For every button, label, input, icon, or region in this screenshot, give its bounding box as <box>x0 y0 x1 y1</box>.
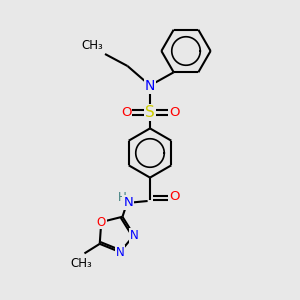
Text: O: O <box>169 190 179 203</box>
Text: N: N <box>145 79 155 92</box>
Text: H: H <box>117 190 126 204</box>
Text: O: O <box>121 106 131 119</box>
Text: CH₃: CH₃ <box>70 257 92 270</box>
Text: N: N <box>124 196 133 209</box>
Text: N: N <box>130 229 138 242</box>
Text: O: O <box>169 106 179 119</box>
Text: S: S <box>145 105 155 120</box>
Text: O: O <box>97 215 106 229</box>
Text: CH₃: CH₃ <box>82 40 104 52</box>
Text: N: N <box>116 245 124 259</box>
